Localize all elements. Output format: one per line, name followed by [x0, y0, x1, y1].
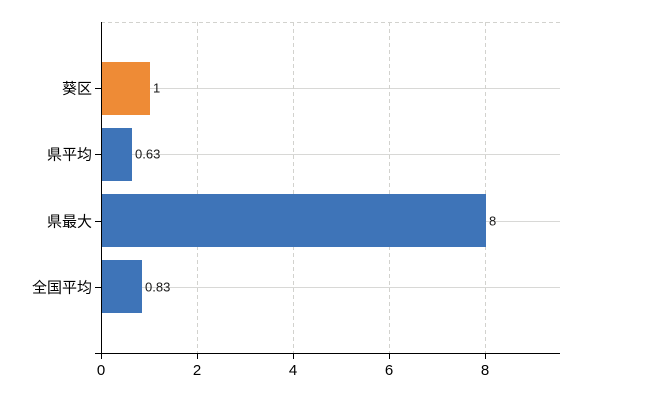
category-tick-label: 全国平均 [31, 279, 92, 297]
x-axis-tick-label: 4 [288, 362, 298, 379]
tick-mark-y [95, 88, 101, 89]
gridline-vertical [389, 22, 390, 353]
y-axis [101, 22, 102, 359]
x-axis [95, 353, 560, 354]
bar [102, 62, 150, 115]
bar-value-label: 0.63 [135, 146, 161, 162]
x-axis-tick-label: 8 [480, 362, 490, 379]
bar [102, 260, 142, 313]
tick-mark-x [389, 354, 390, 359]
category-tick-label: 県平均 [46, 146, 92, 164]
category-tick-label: 県最大 [46, 213, 92, 231]
gridline-horizontal [101, 88, 560, 89]
tick-mark-x [101, 354, 102, 359]
bar-value-label: 1 [153, 80, 161, 96]
category-tick-label: 葵区 [61, 80, 92, 98]
tick-mark-y [95, 287, 101, 288]
gridline-horizontal-top [101, 22, 560, 23]
gridline-vertical [485, 22, 486, 353]
gridline-horizontal [101, 154, 560, 155]
bar-value-label: 0.83 [145, 279, 171, 295]
x-axis-tick-label: 0 [96, 362, 106, 379]
tick-mark-y [95, 154, 101, 155]
gridline-vertical [197, 22, 198, 353]
x-axis-tick-label: 6 [384, 362, 394, 379]
x-axis-tick-label: 2 [192, 362, 202, 379]
gridline-vertical [293, 22, 294, 353]
tick-mark-y [95, 221, 101, 222]
bar-value-label: 8 [489, 213, 497, 229]
tick-mark-x [197, 354, 198, 359]
bar [102, 194, 486, 247]
tick-mark-x [485, 354, 486, 359]
bar [102, 128, 132, 181]
tick-mark-x [293, 354, 294, 359]
gridline-horizontal [101, 287, 560, 288]
